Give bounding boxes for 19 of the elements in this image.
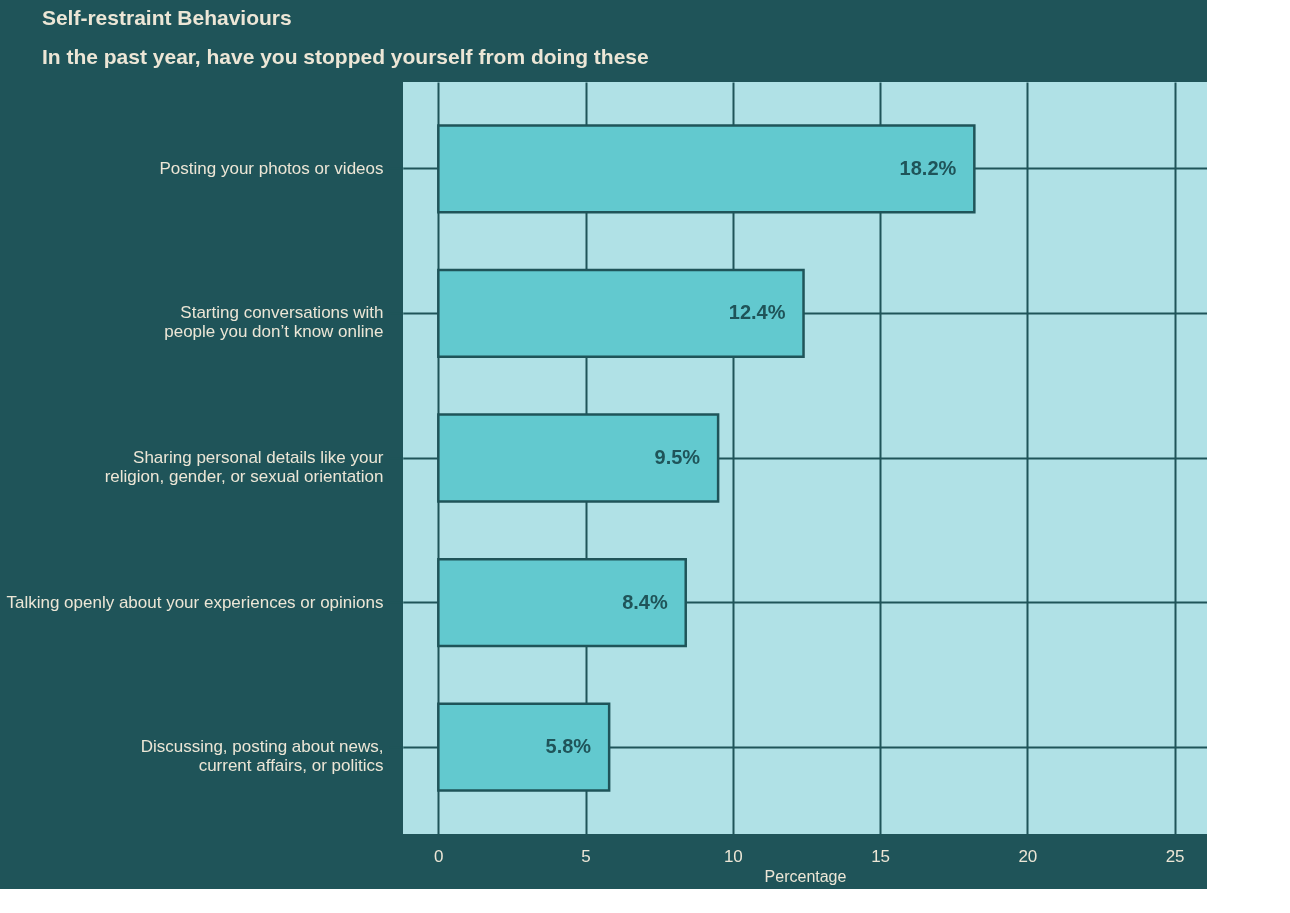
x-tick-label: 25 (1165, 846, 1185, 866)
data-label: 5.8% (545, 735, 592, 758)
x-tick-label: 0 (434, 846, 444, 866)
data-label: 12.4% (728, 301, 786, 324)
y-tick-label: Discussing, posting about news, current affairs, or politics (140, 737, 384, 776)
chart-subtitle: In the past year, have you stopped yourself from doing these (41, 45, 649, 68)
y-tick-label: Posting your photos or videos (159, 158, 384, 178)
data-label: 8.4% (622, 590, 668, 613)
data-label: 18.2% (899, 156, 957, 179)
data-label: 9.5% (654, 446, 701, 468)
x-tick-label: 15 (871, 846, 891, 866)
y-tick-label: Starting conversations with people you don’t know online (164, 303, 384, 342)
x-tick-label: 20 (1018, 846, 1038, 866)
y-tick-label: Talking openly about your experiences or opinions (6, 592, 384, 612)
x-tick-label: 10 (723, 846, 743, 866)
y-tick-label: Sharing personal details like your religion, gender, or sexual orientation (104, 448, 384, 486)
x-axis-title: Percentage (764, 867, 847, 885)
x-tick-label: 5 (581, 846, 591, 866)
text: Self-restraint Behaviours (41, 6, 292, 29)
